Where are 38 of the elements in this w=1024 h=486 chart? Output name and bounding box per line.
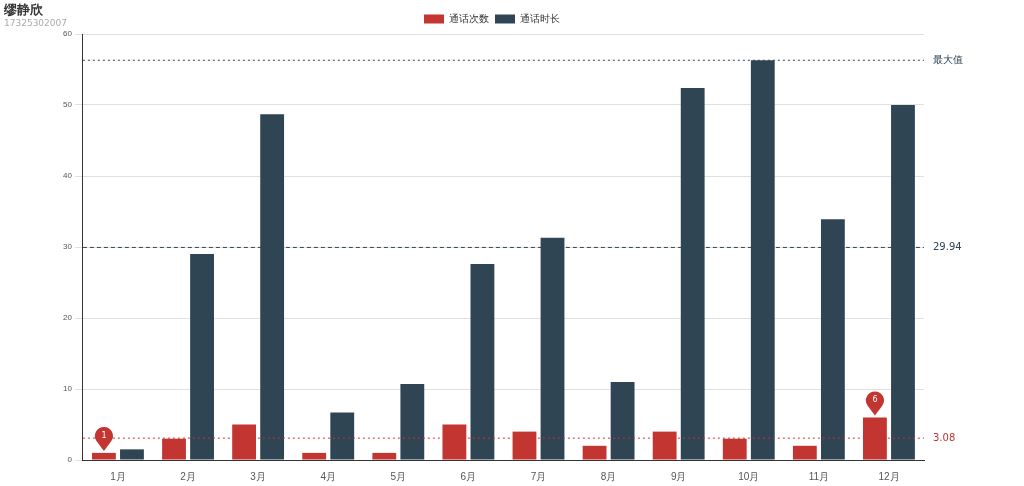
annotation: 1 — [101, 430, 107, 440]
y-tick-label: 30 — [62, 242, 73, 252]
bar — [470, 264, 495, 460]
bar — [372, 452, 397, 460]
x-tick-label: 10月 — [738, 470, 760, 482]
bar — [582, 445, 607, 460]
annotation: 6 — [872, 395, 878, 405]
y-tick-label: 0 — [67, 455, 73, 465]
x-tick-label: 1月 — [110, 470, 126, 482]
bar — [302, 452, 327, 460]
x-tick-label: 8月 — [600, 470, 617, 482]
ref-line-label: 最大值 — [933, 53, 963, 65]
bar — [120, 449, 144, 460]
legend-label: 通话时长 — [520, 12, 560, 24]
bar — [610, 381, 635, 460]
x-tick-label: 2月 — [180, 470, 196, 482]
y-tick-label: 50 — [62, 100, 73, 110]
y-tick-label: 40 — [62, 171, 73, 181]
chart-subtitle: 17325302007 — [4, 18, 67, 28]
y-tick-label: 20 — [62, 313, 73, 323]
x-tick-label: 12月 — [878, 470, 900, 482]
bar — [190, 254, 214, 460]
x-tick-label: 4月 — [320, 470, 336, 482]
x-tick-label: 6月 — [460, 470, 477, 482]
x-tick-label: 11月 — [808, 470, 830, 482]
chart-title: 缪静欣 — [4, 1, 43, 19]
legend-label: 通话次数 — [449, 12, 489, 24]
x-tick-label: 7月 — [530, 470, 547, 482]
x-tick-label: 5月 — [390, 470, 407, 482]
x-tick-label: 3月 — [250, 470, 266, 482]
bar — [330, 412, 355, 460]
bar — [400, 384, 425, 460]
x-tick-label: 9月 — [670, 470, 687, 482]
bar — [792, 445, 817, 460]
y-tick-label: 10 — [62, 384, 73, 394]
ref-line-label: 3.08 — [933, 431, 956, 443]
y-tick-label: 60 — [62, 29, 73, 39]
ref-line-label: 29.94 — [933, 241, 962, 253]
